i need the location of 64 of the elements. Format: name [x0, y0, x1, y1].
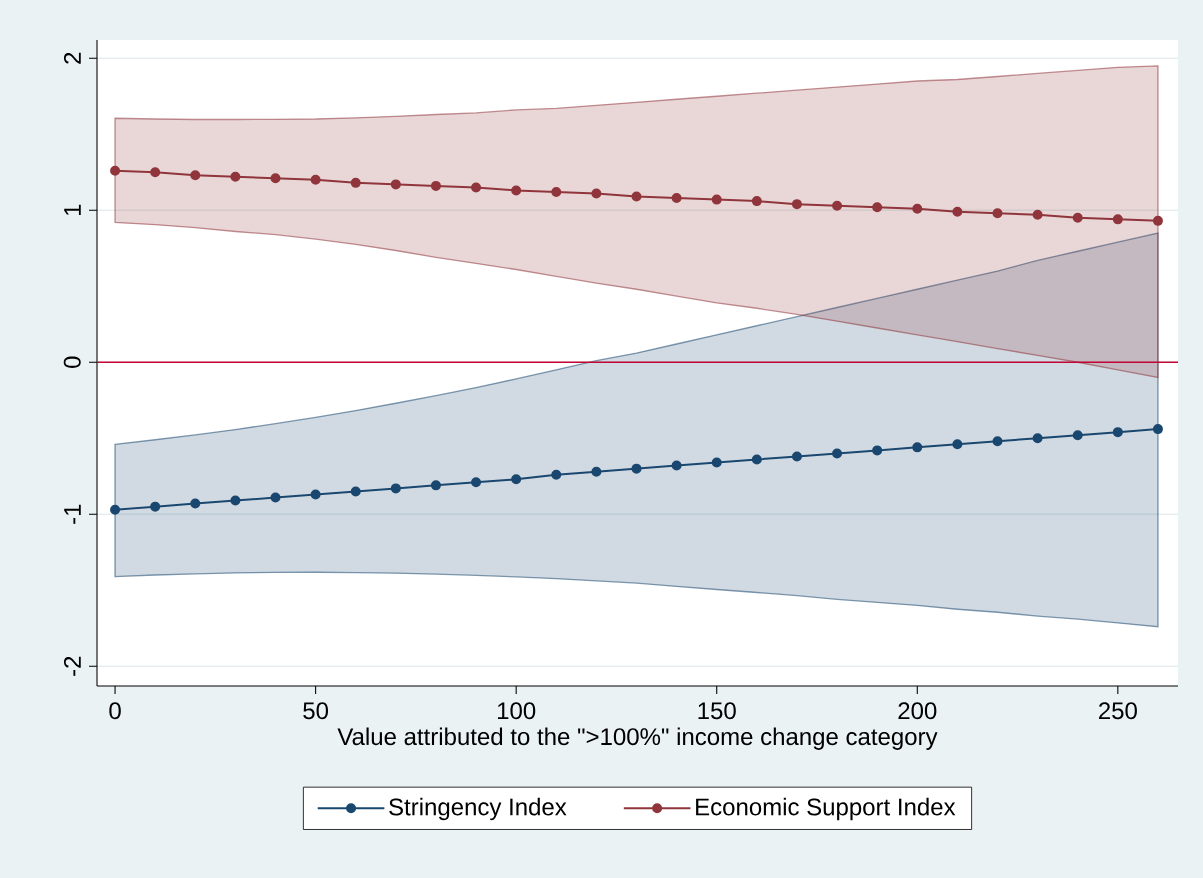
point: [110, 504, 121, 515]
x-tick-label: 100: [497, 702, 536, 720]
point: [230, 171, 241, 182]
point: [832, 448, 843, 459]
point: [912, 442, 923, 453]
point: [350, 177, 361, 188]
point: [190, 170, 201, 181]
point: [1152, 424, 1163, 435]
x-tick-label: 200: [898, 702, 937, 720]
x-axis-title: Value attributed to the ">100%" income change category: [337, 727, 938, 750]
legend-label: Economic Support Index: [696, 797, 956, 821]
point: [390, 179, 401, 190]
point: [150, 501, 161, 512]
y-tick-label: 2: [63, 52, 81, 64]
point: [1032, 433, 1043, 444]
point: [711, 457, 722, 468]
point: [1152, 215, 1163, 226]
x-tick-label: 0: [109, 702, 121, 720]
point: [150, 167, 161, 178]
point: [751, 196, 762, 207]
y-tick-label: -2: [63, 656, 81, 676]
point: [190, 498, 201, 509]
point: [471, 477, 482, 488]
y-tick-label: 1: [64, 204, 81, 216]
point: [872, 202, 883, 213]
y-tick-label: 0: [63, 356, 81, 368]
point: [872, 445, 883, 456]
point: [1072, 430, 1083, 441]
legend-label: Stringency Index: [389, 797, 567, 821]
point: [952, 439, 963, 450]
point: [511, 185, 522, 196]
point: [310, 489, 321, 500]
point: [992, 436, 1003, 447]
point: [671, 193, 682, 204]
point: [430, 480, 441, 491]
point: [270, 173, 281, 184]
point: [832, 200, 843, 211]
point: [270, 492, 281, 503]
point: [551, 469, 562, 480]
point: [110, 165, 121, 176]
point: [1112, 427, 1123, 438]
point: [471, 182, 482, 193]
point: [591, 466, 602, 477]
point: [791, 451, 802, 462]
point: [952, 206, 963, 217]
point: [912, 203, 923, 214]
point: [230, 495, 241, 506]
point: [992, 208, 1003, 219]
point: [1032, 209, 1043, 220]
y-tick-label: -1: [64, 504, 81, 524]
point: [631, 463, 642, 474]
point: [350, 486, 361, 497]
point: [591, 188, 602, 199]
point: [390, 483, 401, 494]
point: [671, 460, 682, 471]
point: [751, 454, 762, 465]
point: [511, 474, 522, 485]
x-tick-label: 250: [1099, 702, 1137, 720]
point: [791, 199, 802, 210]
point: [551, 186, 562, 197]
x-tick-label: 150: [698, 702, 736, 720]
point: [1072, 212, 1083, 223]
x-tick-label: 50: [303, 702, 329, 720]
point: [631, 191, 642, 202]
